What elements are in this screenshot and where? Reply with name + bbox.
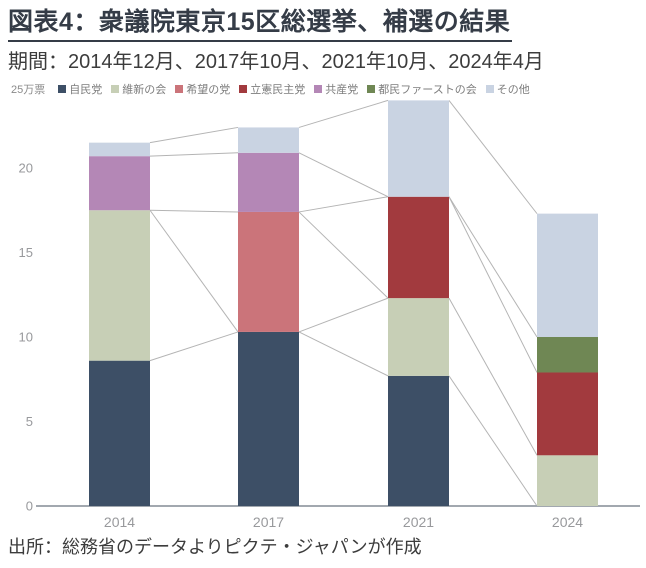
legend-swatch-icon bbox=[367, 85, 376, 93]
segment-connector-line bbox=[448, 196, 538, 373]
segment-connector-line bbox=[448, 375, 538, 507]
legend-label: その他 bbox=[496, 84, 530, 96]
source-note: 出所：総務省のデータよりピクテ・ジャパンが作成 bbox=[8, 537, 422, 557]
x-tick-label: 2021 bbox=[403, 514, 434, 530]
bar-segment-2021-6 bbox=[388, 100, 449, 197]
bar-segment-2014-6 bbox=[89, 142, 150, 157]
bar-segment-2024-3 bbox=[537, 372, 598, 456]
segment-connector-line bbox=[298, 196, 389, 213]
legend: 25万票 自民党 維新の会 希望の党 立憲民主党 共産党 都民ファーストの会 その他 bbox=[11, 81, 641, 97]
y-tick-label: 0 bbox=[26, 499, 33, 514]
legend-label: 共産党 bbox=[325, 84, 359, 96]
legend-swatch-icon bbox=[314, 85, 323, 93]
legend-items: 自民党 維新の会 希望の党 立憲民主党 共産党 都民ファーストの会 その他 bbox=[58, 81, 530, 97]
bar-segment-2017-6 bbox=[238, 127, 299, 153]
legend-item: 都民ファーストの会 bbox=[367, 81, 477, 97]
y-tick-label: 20 bbox=[19, 161, 33, 176]
bar-segment-2014-4 bbox=[89, 156, 150, 211]
stacked-bar-chart: 0 5 10 15 20 2014 2017 2021 2024 bbox=[19, 99, 640, 530]
legend-item: その他 bbox=[485, 81, 530, 97]
segment-connector-line bbox=[298, 297, 389, 333]
y-tick-label: 10 bbox=[19, 330, 33, 345]
bar-segment-2021-3 bbox=[388, 196, 449, 299]
legend-swatch-icon bbox=[58, 85, 67, 93]
legend-label: 都民ファーストの会 bbox=[378, 84, 477, 96]
legend-label: 希望の党 bbox=[186, 84, 231, 96]
legend-label: 維新の会 bbox=[122, 84, 167, 96]
legend-item: 立憲民主党 bbox=[239, 81, 305, 97]
segment-connector-line bbox=[298, 152, 389, 198]
bar-segment-2017-2 bbox=[238, 211, 299, 332]
bar-segment-2017-4 bbox=[238, 152, 299, 212]
segment-connector-line bbox=[448, 297, 538, 456]
bar-segment-2024-6 bbox=[537, 213, 598, 337]
page-title: 図表4：衆議院東京15区総選挙、補選の結果 bbox=[8, 2, 513, 42]
bar-segment-2024-5 bbox=[537, 337, 598, 373]
bar-segment-2021-0 bbox=[388, 375, 449, 506]
bar-segment-2017-0 bbox=[238, 331, 299, 506]
segment-connector-line bbox=[298, 211, 389, 299]
segment-connector-line bbox=[298, 99, 389, 128]
legend-swatch-icon bbox=[485, 85, 494, 93]
segment-connector-line bbox=[149, 331, 239, 362]
legend-swatch-icon bbox=[239, 85, 248, 93]
segment-connector-line bbox=[448, 196, 538, 338]
y-tick-label: 5 bbox=[26, 414, 33, 429]
bar-segment-2024-1 bbox=[537, 455, 598, 506]
bar-segment-2014-1 bbox=[89, 210, 150, 361]
legend-item: 維新の会 bbox=[111, 81, 166, 97]
legend-label: 自民党 bbox=[69, 84, 103, 96]
segment-connector-line bbox=[149, 126, 239, 144]
x-tick-label: 2017 bbox=[253, 514, 284, 530]
segment-connector-line bbox=[149, 209, 239, 213]
legend-label: 立憲民主党 bbox=[250, 84, 306, 96]
x-tick-label: 2024 bbox=[552, 514, 583, 530]
legend-swatch-icon bbox=[111, 85, 120, 93]
segment-connector-line bbox=[298, 331, 389, 377]
y-tick-label: 15 bbox=[19, 245, 33, 260]
segment-connector-line bbox=[448, 100, 538, 214]
legend-item: 希望の党 bbox=[175, 81, 230, 97]
bar-segment-2014-0 bbox=[89, 360, 150, 506]
x-tick-label: 2014 bbox=[104, 514, 135, 530]
chart-subtitle: 期間：2014年12月、2017年10月、2021年10月、2024年4月 bbox=[8, 51, 544, 73]
segment-connector-line bbox=[149, 152, 239, 157]
bar-segment-2021-1 bbox=[388, 298, 449, 376]
segment-connector-line bbox=[149, 209, 239, 333]
legend-item: 共産党 bbox=[314, 81, 358, 97]
legend-swatch-icon bbox=[175, 85, 184, 93]
axis-unit-label: 25万票 bbox=[11, 84, 46, 96]
legend-item: 自民党 bbox=[58, 81, 102, 97]
